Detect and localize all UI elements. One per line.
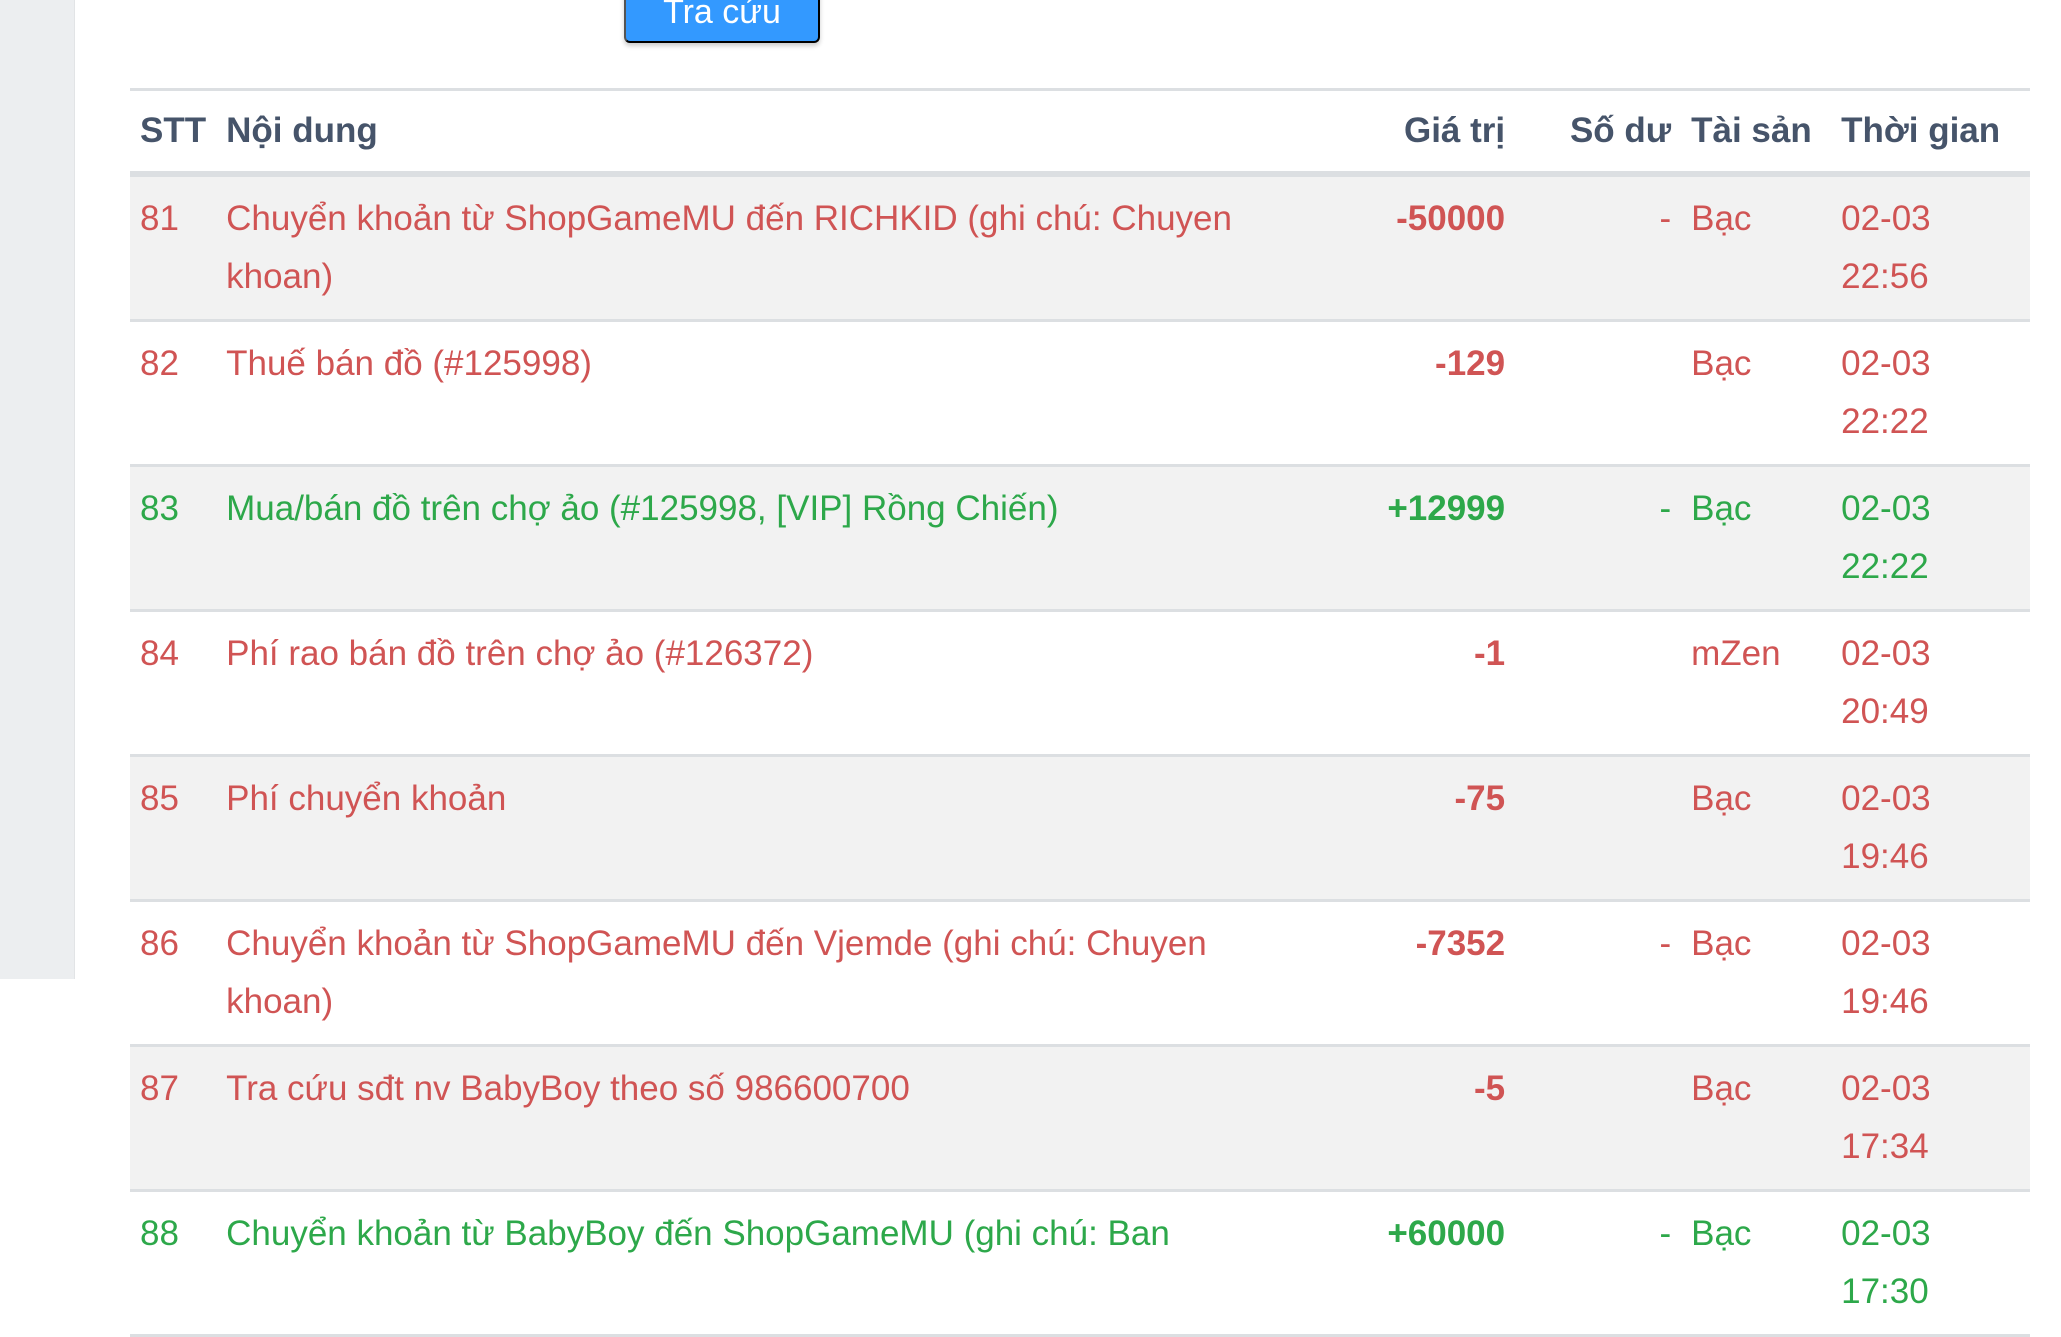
cell-value: -7352 bbox=[1323, 900, 1516, 1047]
cell-balance: - bbox=[1515, 900, 1682, 1047]
table-header: STT Nội dung Giá trị Số dư Tài sản Thời … bbox=[130, 89, 2030, 177]
cell-asset: Bạc bbox=[1681, 1045, 1832, 1192]
table-row: 86 Chuyển khoản từ ShopGameMU đến Vjemde … bbox=[130, 900, 2030, 1047]
table-row: 82 Thuế bán đồ (#125998) -129 Bạc 02-03 22:2… bbox=[130, 320, 2030, 467]
cell-stt: 85 bbox=[130, 755, 217, 902]
cell-balance bbox=[1515, 755, 1682, 902]
cell-time: 02-03 22:22 bbox=[1831, 320, 2030, 467]
table-row: 83 Mua/bán đồ trên chợ ảo (#125998, [VIP]… bbox=[130, 465, 2030, 612]
cell-balance bbox=[1515, 610, 1682, 757]
header-content: Nội dung bbox=[216, 89, 1324, 177]
cell-value: -5 bbox=[1323, 1045, 1516, 1192]
cell-time: 02-03 19:46 bbox=[1831, 755, 2030, 902]
cell-time: 02-03 19:46 bbox=[1831, 900, 2030, 1047]
cell-asset: Bạc bbox=[1681, 320, 1832, 467]
cell-balance: - bbox=[1515, 1190, 1682, 1337]
cell-value: -1 bbox=[1323, 610, 1516, 757]
cell-asset: Bạc bbox=[1681, 465, 1832, 612]
cell-value: +12999 bbox=[1323, 465, 1516, 612]
cell-time: 02-03 22:56 bbox=[1831, 173, 2030, 322]
cell-content: Chuyển khoản từ ShopGameMU đến Vjemde (g… bbox=[216, 900, 1324, 1047]
cell-stt: 88 bbox=[130, 1190, 217, 1337]
header-time: Thời gian bbox=[1831, 89, 2030, 177]
cell-balance: - bbox=[1515, 173, 1682, 322]
cell-asset: Bạc bbox=[1681, 900, 1832, 1047]
cell-balance bbox=[1515, 320, 1682, 467]
table-row: 87 Tra cứu sđt nv BabyBoy theo số 9866007… bbox=[130, 1045, 2030, 1192]
cell-value: -129 bbox=[1323, 320, 1516, 467]
search-button[interactable]: Tra cứu bbox=[624, 0, 820, 43]
cell-balance: - bbox=[1515, 465, 1682, 612]
cell-stt: 81 bbox=[130, 173, 217, 322]
cell-balance bbox=[1515, 1045, 1682, 1192]
table-row: 81 Chuyển khoản từ ShopGameMU đến RICHKID… bbox=[130, 173, 2030, 322]
cell-asset: Bạc bbox=[1681, 1190, 1832, 1337]
cell-value: +60000 bbox=[1323, 1190, 1516, 1337]
table-row: 84 Phí rao bán đồ trên chợ ảo (#126372) -1… bbox=[130, 610, 2030, 757]
cell-stt: 86 bbox=[130, 900, 217, 1047]
cell-stt: 84 bbox=[130, 610, 217, 757]
table-row: 85 Phí chuyển khoản -75 Bạc 02-03 19:46 bbox=[130, 755, 2030, 902]
left-sidebar bbox=[0, 0, 75, 979]
header-value: Giá trị bbox=[1323, 89, 1516, 177]
cell-content: Chuyển khoản từ ShopGameMU đến RICHKID (… bbox=[216, 173, 1324, 322]
cell-stt: 83 bbox=[130, 465, 217, 612]
cell-asset: Bạc bbox=[1681, 173, 1832, 322]
cell-content: Tra cứu sđt nv BabyBoy theo số 986600700 bbox=[216, 1045, 1324, 1192]
cell-time: 02-03 17:34 bbox=[1831, 1045, 2030, 1192]
header-asset: Tài sản bbox=[1681, 89, 1832, 177]
cell-time: 02-03 22:22 bbox=[1831, 465, 2030, 612]
cell-asset: Bạc bbox=[1681, 755, 1832, 902]
cell-stt: 87 bbox=[130, 1045, 217, 1192]
cell-content: Phí chuyển khoản bbox=[216, 755, 1324, 902]
cell-asset: mZen bbox=[1681, 610, 1832, 757]
cell-value: -50000 bbox=[1323, 173, 1516, 322]
header-stt: STT bbox=[130, 89, 217, 177]
table-row: 88 Chuyển khoản từ BabyBoy đến ShopGameMU… bbox=[130, 1190, 2030, 1337]
cell-value: -75 bbox=[1323, 755, 1516, 902]
cell-content: Phí rao bán đồ trên chợ ảo (#126372) bbox=[216, 610, 1324, 757]
transaction-table: STT Nội dung Giá trị Số dư Tài sản Thời … bbox=[130, 88, 2030, 1337]
cell-stt: 82 bbox=[130, 320, 217, 467]
cell-time: 02-03 17:30 bbox=[1831, 1190, 2030, 1337]
cell-content: Thuế bán đồ (#125998) bbox=[216, 320, 1324, 467]
cell-content: Chuyển khoản từ BabyBoy đến ShopGameMU (… bbox=[216, 1190, 1324, 1337]
cell-content: Mua/bán đồ trên chợ ảo (#125998, [VIP] R… bbox=[216, 465, 1324, 612]
header-balance: Số dư bbox=[1515, 89, 1682, 177]
cell-time: 02-03 20:49 bbox=[1831, 610, 2030, 757]
